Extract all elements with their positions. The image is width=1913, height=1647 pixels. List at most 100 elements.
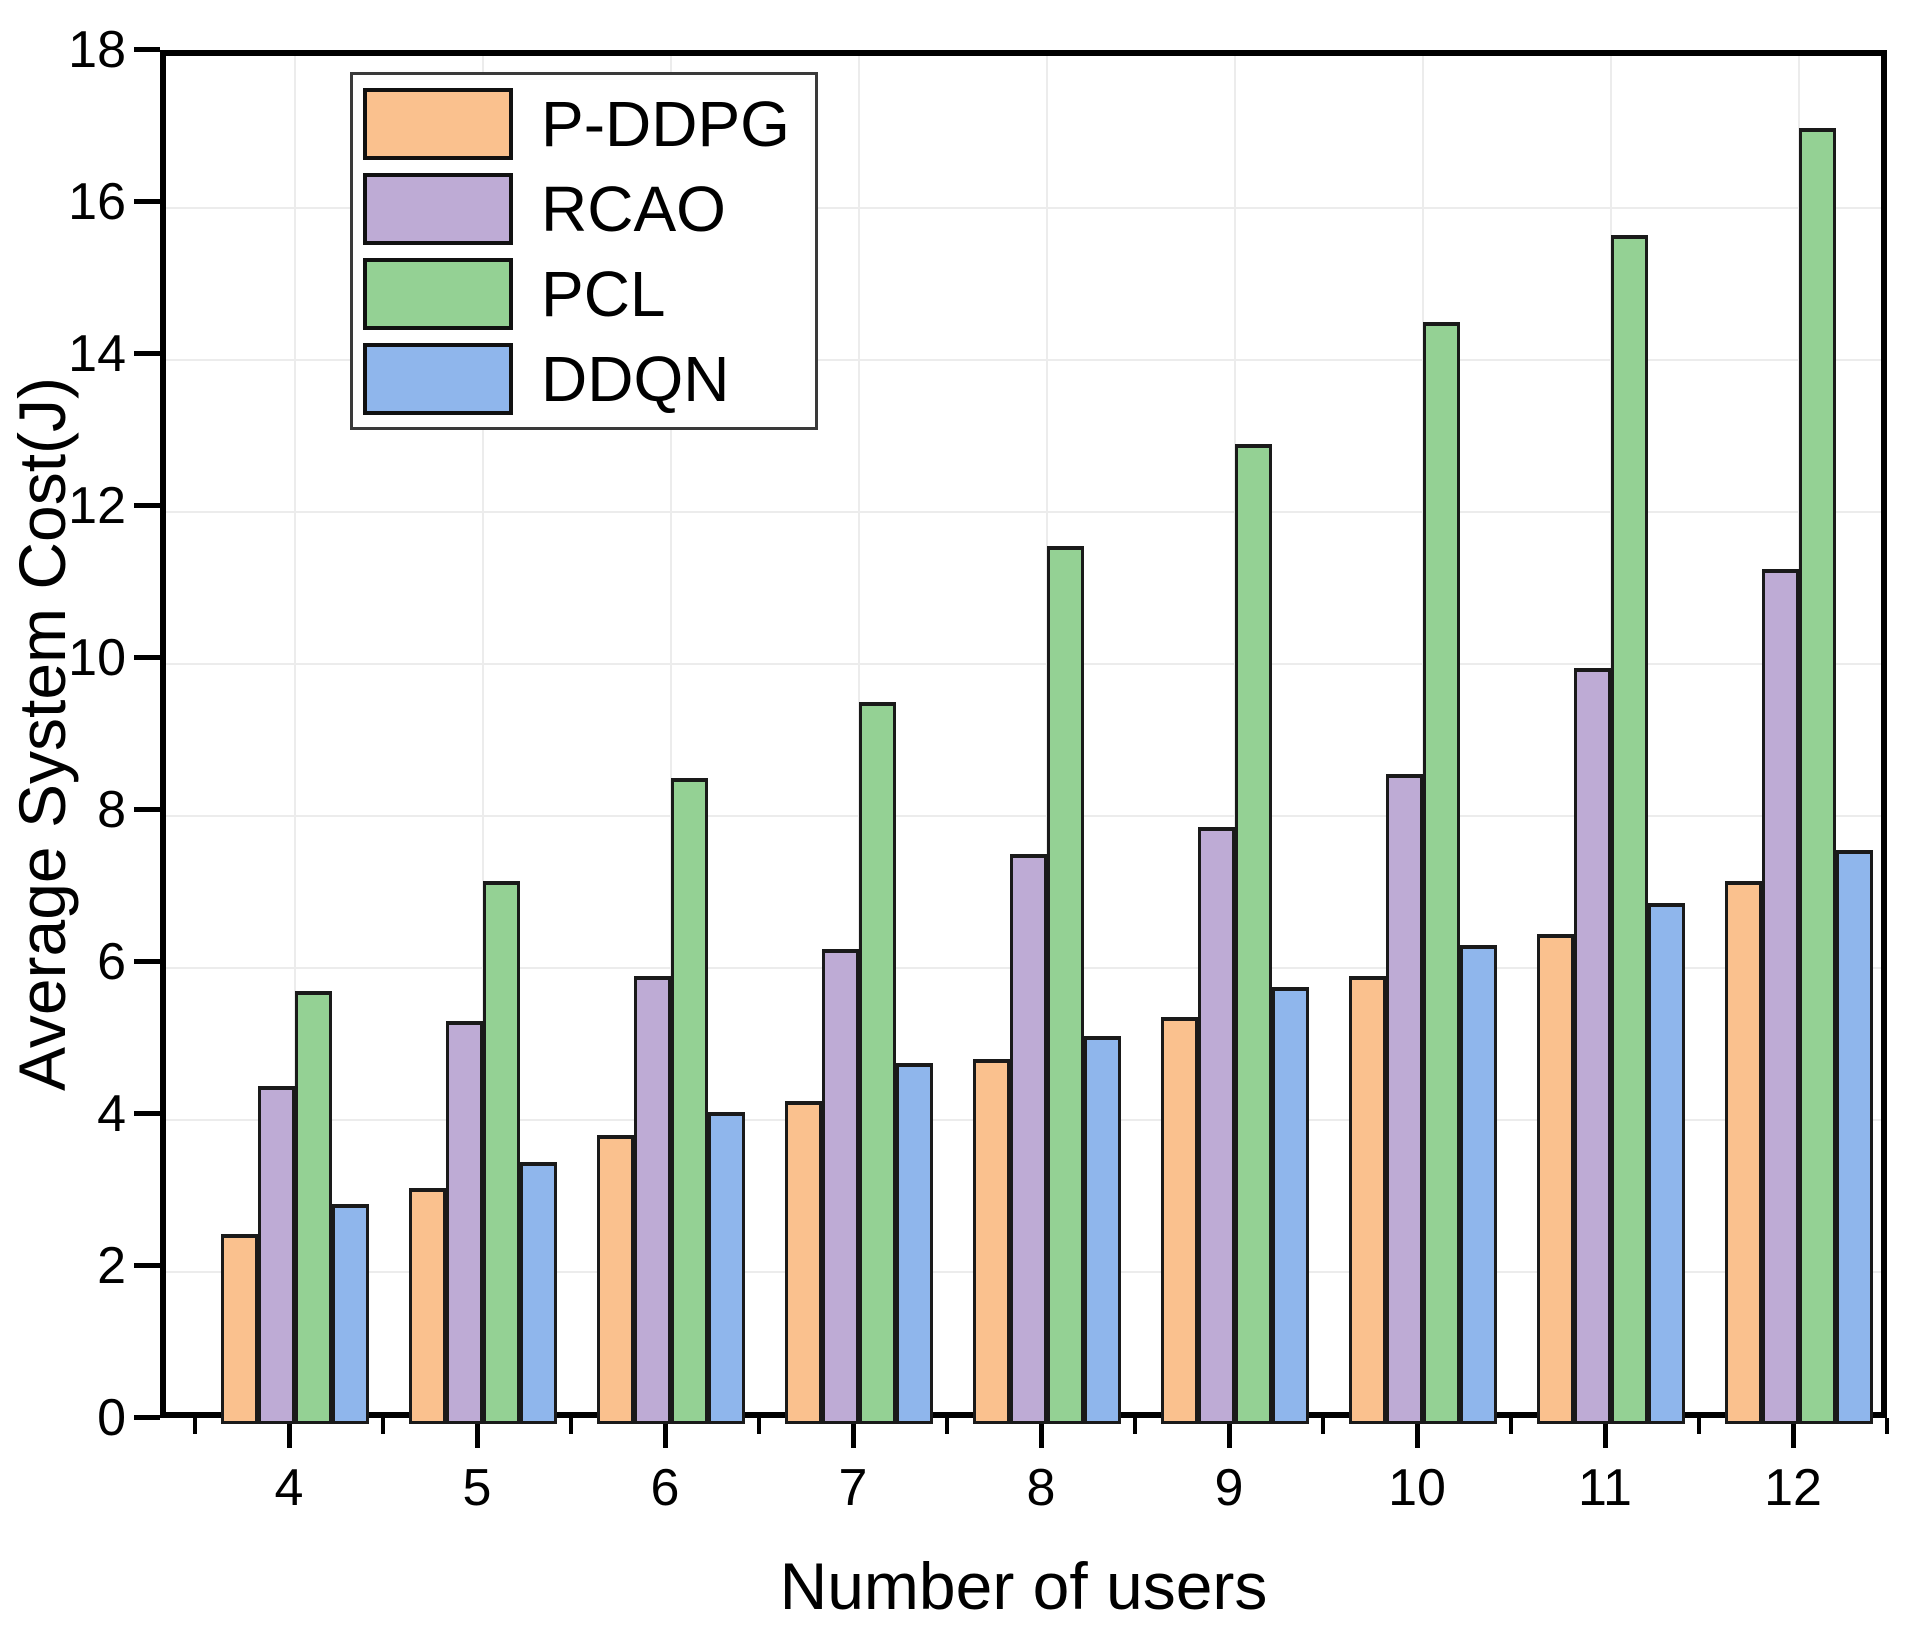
y-tick-label-2: 2 [97, 1237, 126, 1295]
y-tick-label-0: 0 [97, 1389, 126, 1447]
bar-ddqn-12 [1836, 850, 1873, 1424]
x-major-tick-7 [851, 1418, 856, 1448]
legend-label-ddqn: DDQN [541, 342, 730, 415]
legend-swatch-rcao [363, 172, 513, 245]
x-minor-tick-1 [381, 1418, 385, 1434]
x-tick-label-9: 9 [1214, 1459, 1244, 1517]
y-tick-16 [134, 199, 160, 204]
h-gridline-10 [166, 663, 1881, 665]
x-minor-tick-4 [945, 1418, 949, 1434]
legend-label-rcao: RCAO [541, 172, 726, 245]
bar-p-ddpg-9 [1161, 1017, 1198, 1424]
legend-item-pcl: PCL [363, 257, 815, 331]
bar-ddqn-4 [332, 1204, 369, 1424]
bar-pcl-8 [1047, 546, 1084, 1424]
y-tick-12 [134, 503, 160, 508]
x-major-tick-8 [1039, 1418, 1044, 1448]
x-minor-tick-7 [1509, 1418, 1513, 1434]
x-minor-tick-5 [1133, 1418, 1137, 1434]
y-tick-6 [134, 959, 160, 964]
x-major-tick-6 [663, 1418, 668, 1448]
x-tick-label-12: 12 [1764, 1459, 1822, 1517]
bar-rcao-12 [1762, 569, 1799, 1424]
bar-p-ddpg-5 [409, 1188, 446, 1424]
bar-pcl-11 [1611, 235, 1648, 1424]
y-tick-label-18: 18 [68, 21, 126, 79]
bar-p-ddpg-8 [973, 1059, 1010, 1424]
bar-ddqn-6 [708, 1112, 745, 1424]
v-gridline-5 [482, 56, 484, 1412]
v-gridline-6 [670, 56, 672, 1412]
legend-item-ddqn: DDQN [363, 342, 815, 416]
bar-pcl-10 [1423, 322, 1460, 1424]
bar-rcao-10 [1386, 774, 1423, 1424]
bar-rcao-7 [822, 949, 859, 1424]
bar-pcl-6 [671, 778, 708, 1424]
x-axis-title: Number of users [779, 1549, 1268, 1623]
y-tick-label-6: 6 [97, 933, 126, 991]
h-gridline-8 [166, 815, 1881, 817]
x-tick-label-5: 5 [462, 1459, 492, 1517]
x-tick-label-4: 4 [274, 1459, 304, 1517]
x-tick-label-10: 10 [1388, 1459, 1446, 1517]
x-tick-label-6: 6 [650, 1459, 680, 1517]
x-tick-label-7: 7 [838, 1459, 868, 1517]
y-tick-2 [134, 1263, 160, 1268]
bar-p-ddpg-6 [597, 1135, 634, 1424]
legend-label-pcl: PCL [541, 257, 666, 330]
bar-p-ddpg-7 [785, 1101, 822, 1424]
x-major-tick-9 [1227, 1418, 1232, 1448]
x-minor-tick-9 [1885, 1418, 1889, 1434]
bar-p-ddpg-11 [1537, 934, 1574, 1424]
bar-pcl-12 [1799, 128, 1836, 1424]
plot-area [160, 50, 1887, 1424]
x-major-tick-10 [1415, 1418, 1420, 1448]
bar-ddqn-11 [1648, 903, 1685, 1424]
x-minor-tick-3 [757, 1418, 761, 1434]
y-tick-label-12: 12 [68, 477, 126, 535]
x-major-tick-4 [287, 1418, 292, 1448]
bar-ddqn-5 [520, 1162, 557, 1424]
y-tick-10 [134, 655, 160, 660]
bar-rcao-5 [446, 1021, 483, 1424]
h-gridline-16 [166, 207, 1881, 209]
legend-swatch-p-ddpg [363, 87, 513, 160]
y-tick-8 [134, 807, 160, 812]
bar-pcl-7 [859, 702, 896, 1424]
bar-ddqn-8 [1084, 1036, 1121, 1424]
y-tick-18 [134, 47, 160, 52]
h-gridline-14 [166, 359, 1881, 361]
y-axis-title: Average System Cost(J) [5, 377, 79, 1092]
x-major-tick-5 [475, 1418, 480, 1448]
y-tick-label-10: 10 [68, 629, 126, 687]
bar-ddqn-7 [896, 1063, 933, 1424]
bar-rcao-4 [258, 1086, 295, 1424]
legend-swatch-pcl [363, 257, 513, 330]
h-gridline-12 [166, 511, 1881, 513]
y-tick-label-16: 16 [68, 173, 126, 231]
legend-label-p-ddpg: P-DDPG [541, 87, 790, 160]
y-tick-14 [134, 351, 160, 356]
bar-ddqn-9 [1272, 987, 1309, 1424]
bar-rcao-11 [1574, 668, 1611, 1424]
bar-rcao-6 [634, 976, 671, 1424]
legend-swatch-ddqn [363, 342, 513, 415]
y-tick-label-14: 14 [68, 325, 126, 383]
x-tick-label-11: 11 [1578, 1459, 1632, 1517]
x-minor-tick-8 [1697, 1418, 1701, 1434]
x-minor-tick-0 [193, 1418, 197, 1434]
y-tick-0 [134, 1415, 160, 1420]
x-minor-tick-6 [1321, 1418, 1325, 1434]
bar-pcl-5 [483, 881, 520, 1424]
bar-p-ddpg-4 [221, 1234, 258, 1424]
bar-p-ddpg-10 [1349, 976, 1386, 1424]
x-major-tick-12 [1791, 1418, 1796, 1448]
legend-item-p-ddpg: P-DDPG [363, 87, 815, 161]
bar-pcl-4 [295, 991, 332, 1424]
y-tick-4 [134, 1111, 160, 1116]
x-minor-tick-2 [569, 1418, 573, 1434]
bar-rcao-8 [1010, 854, 1047, 1424]
bar-p-ddpg-12 [1725, 881, 1762, 1424]
x-tick-label-8: 8 [1026, 1459, 1056, 1517]
